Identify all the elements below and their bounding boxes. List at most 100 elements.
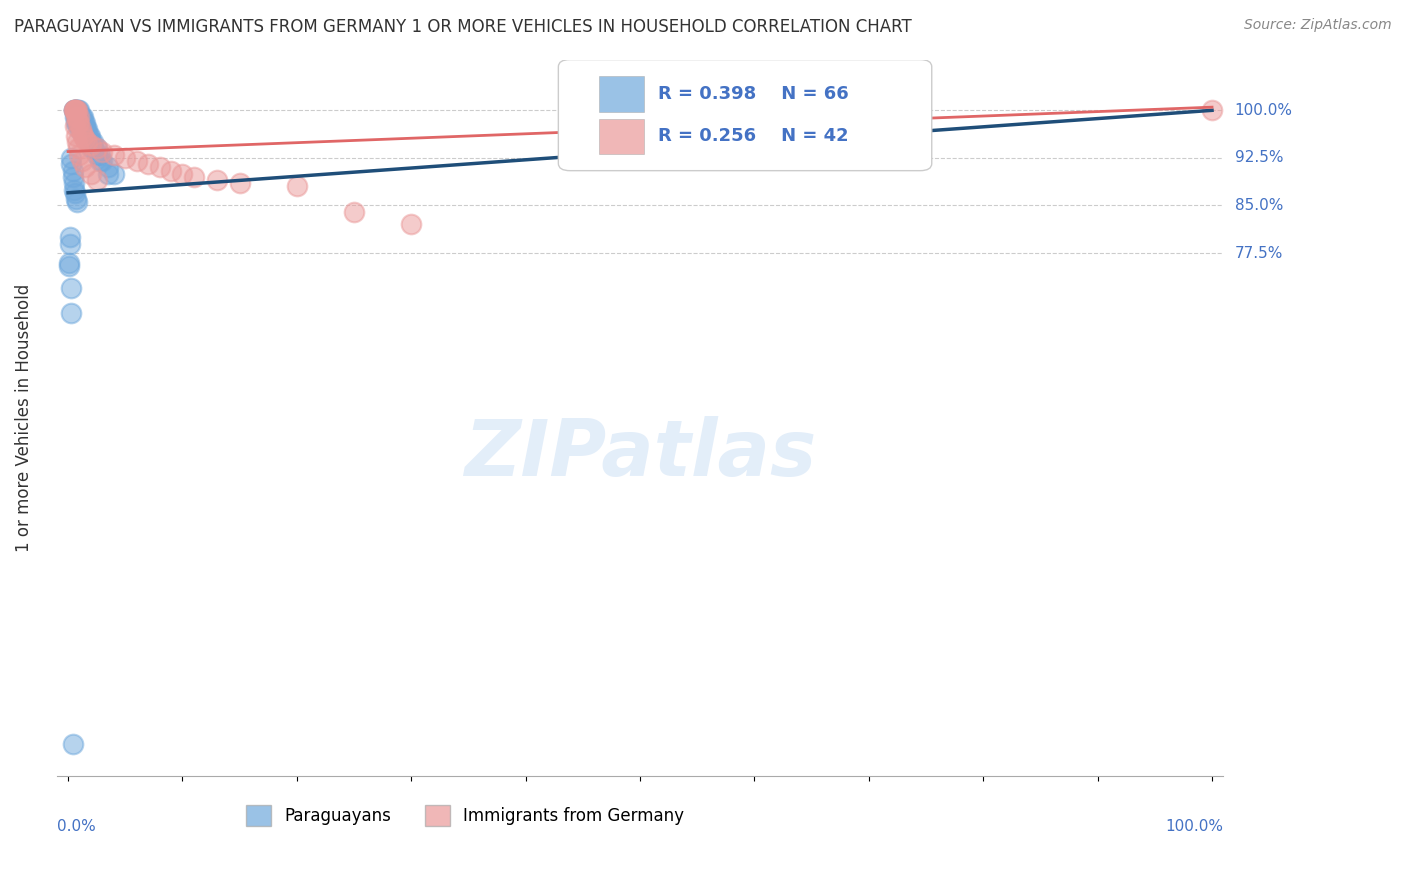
Point bbox=[62, 738, 84, 752]
Point bbox=[66, 195, 89, 210]
Point bbox=[66, 135, 89, 149]
Point bbox=[80, 141, 103, 155]
Point bbox=[65, 116, 87, 130]
Point bbox=[89, 147, 111, 161]
FancyBboxPatch shape bbox=[599, 76, 644, 112]
Point bbox=[73, 122, 96, 136]
Point bbox=[62, 103, 84, 118]
Point bbox=[69, 122, 91, 136]
Point bbox=[63, 110, 86, 124]
Point bbox=[62, 103, 84, 118]
Point bbox=[65, 103, 87, 118]
Point bbox=[69, 103, 91, 118]
Point bbox=[67, 103, 90, 118]
Point bbox=[205, 173, 228, 187]
Point bbox=[103, 147, 125, 161]
Point bbox=[86, 141, 108, 155]
Legend: Paraguayans, Immigrants from Germany: Paraguayans, Immigrants from Germany bbox=[239, 798, 690, 832]
Point bbox=[63, 103, 86, 118]
Point bbox=[69, 116, 91, 130]
Point bbox=[70, 122, 93, 136]
Point bbox=[103, 167, 125, 181]
Text: R = 0.256    N = 42: R = 0.256 N = 42 bbox=[658, 128, 848, 145]
Point bbox=[75, 116, 97, 130]
Point bbox=[172, 167, 194, 181]
Point bbox=[65, 192, 87, 206]
FancyBboxPatch shape bbox=[558, 60, 932, 170]
Point bbox=[65, 128, 87, 143]
Point bbox=[91, 154, 114, 169]
Point bbox=[86, 141, 108, 155]
Point bbox=[69, 122, 91, 136]
Point bbox=[75, 161, 97, 175]
Point bbox=[69, 116, 91, 130]
Point bbox=[67, 116, 90, 130]
Point bbox=[65, 103, 87, 118]
Point bbox=[75, 122, 97, 136]
Y-axis label: 1 or more Vehicles in Household: 1 or more Vehicles in Household bbox=[15, 284, 32, 552]
Point bbox=[63, 103, 86, 118]
Point bbox=[69, 110, 91, 124]
Point bbox=[76, 128, 98, 143]
Text: 77.5%: 77.5% bbox=[1234, 245, 1282, 260]
Point bbox=[66, 116, 89, 130]
Text: 100.0%: 100.0% bbox=[1166, 819, 1223, 834]
Point bbox=[80, 167, 103, 181]
Point bbox=[76, 135, 98, 149]
Point bbox=[91, 145, 114, 159]
Point bbox=[60, 281, 83, 295]
Point bbox=[70, 110, 93, 124]
Point bbox=[69, 116, 91, 130]
Point bbox=[72, 122, 94, 136]
Point bbox=[62, 176, 84, 190]
Point bbox=[70, 116, 93, 130]
Point bbox=[62, 169, 84, 184]
Point bbox=[97, 161, 120, 175]
Point bbox=[65, 103, 87, 118]
Point bbox=[73, 116, 96, 130]
Text: 100.0%: 100.0% bbox=[1234, 103, 1292, 118]
Point bbox=[60, 157, 83, 171]
Point bbox=[125, 154, 148, 169]
Point bbox=[65, 110, 87, 124]
Point bbox=[62, 183, 84, 197]
Point bbox=[63, 186, 86, 200]
Point bbox=[69, 147, 91, 161]
Text: R = 0.398    N = 66: R = 0.398 N = 66 bbox=[658, 85, 848, 103]
Text: 92.5%: 92.5% bbox=[1234, 151, 1284, 165]
Point bbox=[66, 110, 89, 124]
Point bbox=[66, 110, 89, 124]
Point bbox=[285, 179, 308, 194]
Text: 0.0%: 0.0% bbox=[56, 819, 96, 834]
Point bbox=[148, 161, 170, 175]
Point bbox=[63, 119, 86, 133]
Point bbox=[60, 306, 83, 320]
Point bbox=[69, 110, 91, 124]
Point bbox=[70, 126, 93, 140]
Point bbox=[79, 128, 101, 143]
Point bbox=[80, 135, 103, 149]
Point bbox=[136, 157, 159, 171]
Text: PARAGUAYAN VS IMMIGRANTS FROM GERMANY 1 OR MORE VEHICLES IN HOUSEHOLD CORRELATIO: PARAGUAYAN VS IMMIGRANTS FROM GERMANY 1 … bbox=[14, 18, 912, 36]
Point bbox=[1201, 103, 1223, 118]
Point bbox=[72, 128, 94, 143]
FancyBboxPatch shape bbox=[599, 119, 644, 154]
Point bbox=[89, 154, 111, 169]
Point bbox=[75, 122, 97, 136]
Point bbox=[76, 122, 98, 136]
Point bbox=[75, 132, 97, 146]
Point bbox=[72, 110, 94, 124]
Point bbox=[67, 141, 90, 155]
Text: 85.0%: 85.0% bbox=[1234, 198, 1282, 213]
Point bbox=[160, 163, 183, 178]
Point bbox=[97, 167, 120, 181]
Point bbox=[114, 151, 136, 165]
Point bbox=[82, 141, 104, 155]
Point bbox=[80, 138, 103, 153]
Point bbox=[66, 103, 89, 118]
Point bbox=[62, 103, 84, 118]
Point bbox=[228, 176, 250, 190]
Point bbox=[59, 236, 82, 251]
Point bbox=[67, 110, 90, 124]
Point bbox=[66, 103, 89, 118]
